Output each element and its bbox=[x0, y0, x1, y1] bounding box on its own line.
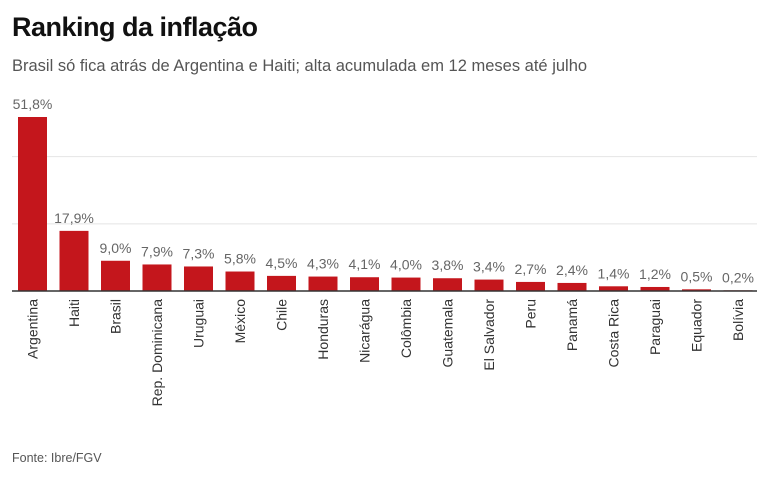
value-label: 3,4% bbox=[473, 259, 505, 275]
bar-peru bbox=[516, 281, 545, 291]
bar-paraguai bbox=[640, 286, 670, 291]
category-label: México bbox=[232, 299, 248, 344]
category-label: Guatemala bbox=[440, 299, 456, 368]
bar-argentina bbox=[18, 117, 47, 291]
chart-title: Ranking da inflação bbox=[12, 12, 258, 42]
category-label: Argentina bbox=[25, 299, 41, 359]
value-label: 4,3% bbox=[307, 256, 339, 272]
value-label: 51,8% bbox=[13, 96, 53, 112]
value-label: 1,2% bbox=[639, 266, 671, 282]
category-label: Peru bbox=[523, 299, 539, 329]
bar-brasil bbox=[101, 260, 130, 291]
source-note: Fonte: Ibre/FGV bbox=[12, 451, 102, 465]
bar-panam- bbox=[557, 282, 587, 291]
value-label: 17,9% bbox=[54, 210, 94, 226]
value-label: 9,0% bbox=[100, 240, 132, 256]
category-label: Equador bbox=[689, 299, 705, 352]
category-label: Uruguai bbox=[191, 299, 207, 348]
category-label: Brasil bbox=[108, 299, 124, 334]
value-label: 4,5% bbox=[266, 255, 298, 271]
category-label: Costa Rica bbox=[606, 299, 622, 368]
bar-rep-dominicana bbox=[142, 264, 172, 291]
category-label: El Salvador bbox=[481, 299, 497, 371]
value-label: 5,8% bbox=[224, 251, 256, 267]
bar-uruguai bbox=[184, 266, 213, 291]
bar-el-salvador bbox=[474, 279, 504, 291]
category-label: Rep. Dominicana bbox=[149, 299, 165, 407]
value-label: 2,7% bbox=[515, 261, 547, 277]
value-label: 4,1% bbox=[349, 256, 381, 272]
bar-chile bbox=[267, 275, 296, 291]
category-label: Colômbia bbox=[398, 299, 414, 358]
bar-guatemala bbox=[433, 278, 462, 291]
bar-haiti bbox=[59, 230, 89, 291]
value-label: 7,9% bbox=[141, 243, 173, 259]
chart-subtitle: Brasil só fica atrás de Argentina e Hait… bbox=[12, 57, 588, 75]
value-label: 1,4% bbox=[598, 265, 630, 281]
category-label: Chile bbox=[274, 299, 290, 331]
value-label: 4,0% bbox=[390, 257, 422, 273]
value-label: 0,2% bbox=[722, 269, 754, 285]
value-label: 0,5% bbox=[681, 268, 713, 284]
bar-equador bbox=[682, 289, 711, 291]
bar-col-mbia bbox=[391, 277, 421, 291]
value-label: 2,4% bbox=[556, 262, 588, 278]
bar-m-xico bbox=[225, 271, 255, 291]
bar-honduras bbox=[308, 276, 338, 291]
category-label: Honduras bbox=[315, 299, 331, 360]
category-label: Paraguai bbox=[647, 299, 663, 355]
category-label: Nicarágua bbox=[357, 299, 373, 363]
category-label: Haiti bbox=[66, 299, 82, 327]
category-label: Bolívia bbox=[730, 299, 746, 341]
value-label: 3,8% bbox=[432, 257, 464, 273]
value-label: 7,3% bbox=[183, 245, 215, 261]
category-label: Panamá bbox=[564, 299, 580, 351]
bar-costa-rica bbox=[599, 286, 628, 291]
bar-nicar-gua bbox=[350, 277, 379, 291]
